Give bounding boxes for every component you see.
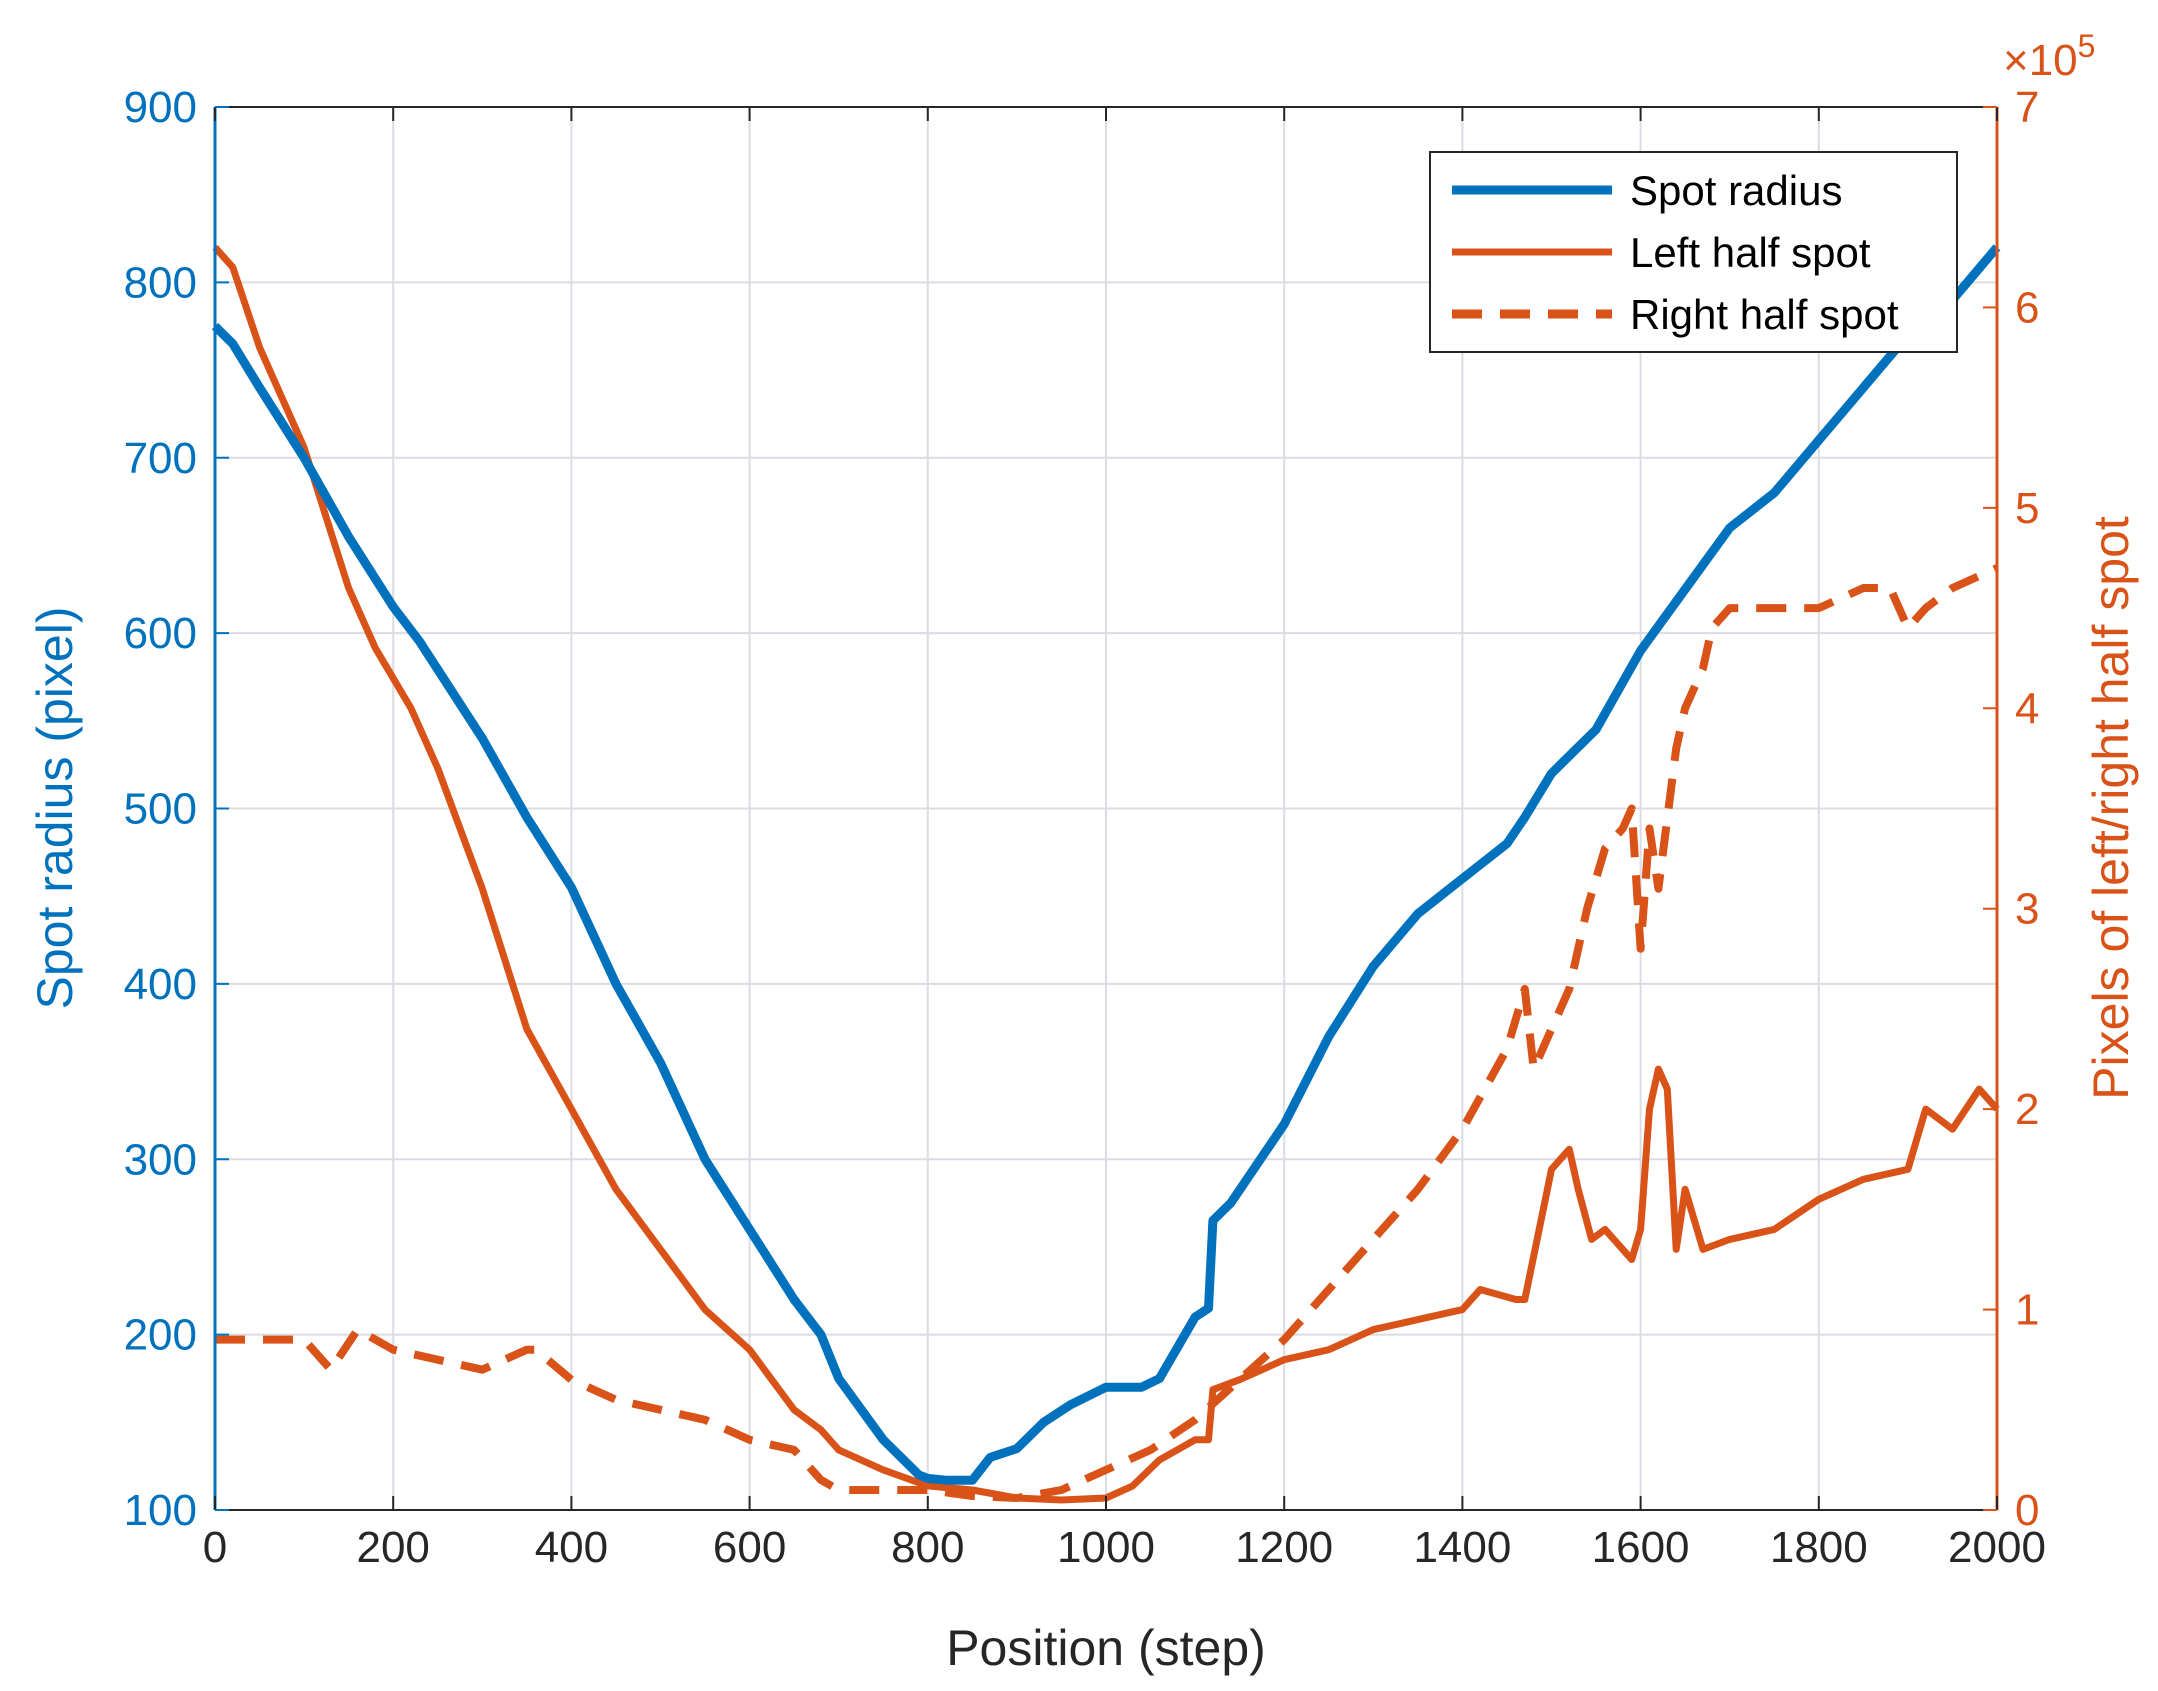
legend-label-left-half-spot: Left half spot	[1630, 229, 1871, 276]
y-right-tick-label: 7	[2015, 83, 2039, 132]
x-tick-label: 800	[891, 1523, 964, 1572]
y-left-tick-label: 300	[124, 1135, 197, 1184]
series-line-spot-radius	[211, 244, 2001, 1485]
series-line-right-half-spot	[215, 564, 1999, 1502]
x-tick-label: 1200	[1235, 1523, 1333, 1572]
series-group	[211, 244, 2001, 1504]
y-right-tick-label: 3	[2015, 885, 2039, 934]
y-right-tick-label: 6	[2015, 283, 2039, 332]
legend-label-spot-radius: Spot radius	[1630, 167, 1842, 214]
y-left-tick-label: 500	[124, 785, 197, 834]
x-tick-label: 2000	[1948, 1523, 2046, 1572]
x-tick-label: 1400	[1413, 1523, 1511, 1572]
y-left-tick-label: 200	[124, 1311, 197, 1360]
y-left-tick-label: 900	[124, 83, 197, 132]
exponent-base: ×10	[2003, 36, 2078, 85]
x-tick-label: 600	[713, 1523, 786, 1572]
x-tick-label: 200	[356, 1523, 429, 1572]
y-left-tick-label: 700	[124, 434, 197, 483]
y-right-tick-label: 1	[2015, 1286, 2039, 1335]
x-tick-label: 1600	[1592, 1523, 1690, 1572]
y-right-tick-label: 0	[2015, 1486, 2039, 1535]
y-right-tick-label: 4	[2015, 684, 2039, 733]
right-axis-exponent: ×105	[2003, 28, 2095, 85]
exponent-power: 5	[2078, 28, 2096, 64]
x-tick-label: 1000	[1057, 1523, 1155, 1572]
y-left-tick-label: 400	[124, 960, 197, 1009]
ticks: 0 200 400 600 800 1000 1200 1400 1600 1800 2000100…	[124, 83, 2046, 1572]
legend: Spot radius Left half spot Right half sp…	[1429, 151, 1958, 353]
y-right-axis-label: Pixels of left/right half spot	[2083, 516, 2139, 1100]
x-axis-label: Position (step)	[946, 1620, 1266, 1676]
y-right-tick-label: 5	[2015, 484, 2039, 533]
y-left-tick-label: 600	[124, 609, 197, 658]
x-tick-label: 400	[535, 1523, 608, 1572]
x-tick-label: 0	[203, 1523, 227, 1572]
y-left-axis-label: Spot radius (pixel)	[27, 607, 83, 1010]
x-tick-label: 1800	[1770, 1523, 1868, 1572]
y-right-tick-label: 2	[2015, 1085, 2039, 1134]
series-line-left-half-spot	[212, 244, 2000, 1504]
y-left-tick-label: 100	[124, 1486, 197, 1535]
y-left-tick-label: 800	[124, 258, 197, 307]
legend-label-right-half-spot: Right half spot	[1630, 291, 1899, 338]
